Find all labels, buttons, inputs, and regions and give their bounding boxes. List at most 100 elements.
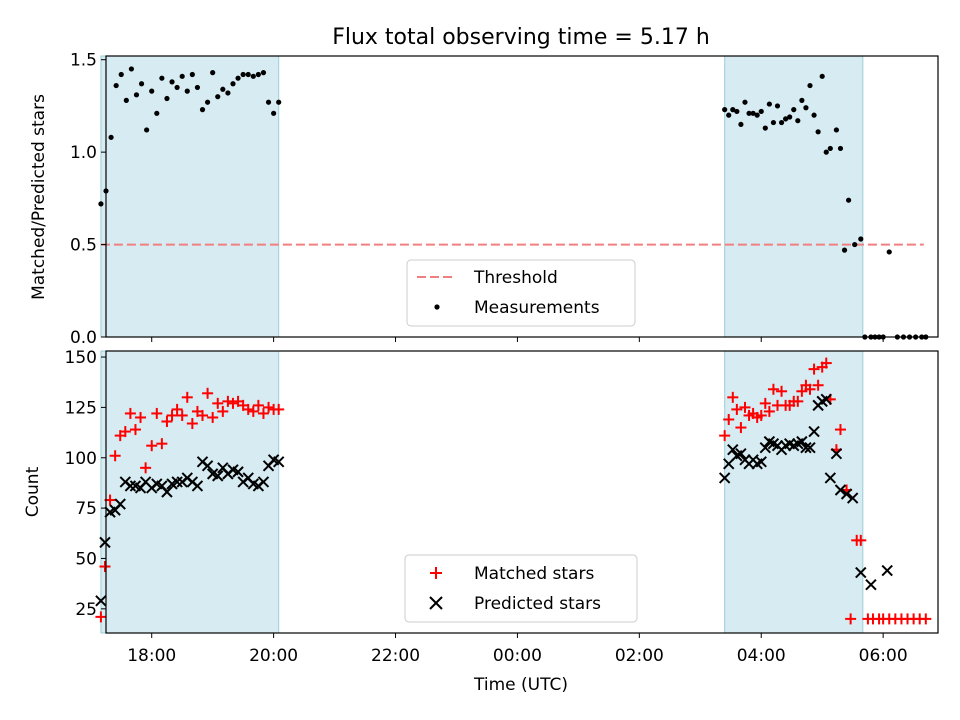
predicted-x-b	[95, 595, 107, 607]
measurement-point	[154, 110, 160, 116]
measurement-point	[754, 112, 760, 118]
measurement-point	[159, 75, 165, 81]
predicted-star-point	[881, 564, 893, 577]
predicted-x-b	[881, 564, 893, 577]
predicted-star-point	[855, 566, 867, 579]
predicted-star-point	[114, 498, 126, 510]
shaded-window-1	[100, 55, 280, 338]
count-legend: Matched stars Predicted stars	[404, 554, 638, 623]
matched-star-point	[207, 411, 219, 423]
ratio-x-axis-ticks	[151, 337, 884, 342]
predicted-x-b	[206, 468, 219, 480]
predicted-star-point	[95, 595, 107, 607]
predicted-star-point	[124, 480, 137, 492]
measurement-point	[98, 201, 104, 207]
measurement-point	[169, 79, 175, 85]
matched-star-point	[124, 407, 136, 419]
matched-legend-swatch	[430, 567, 442, 579]
measurement-point	[230, 81, 236, 87]
predicted-legend-label: Predicted stars	[474, 594, 601, 614]
predicted-star-point	[257, 476, 270, 488]
measurement-point	[204, 99, 211, 105]
matched-star-point	[186, 418, 198, 430]
measurement-point	[811, 112, 817, 118]
predicted-star-point	[161, 486, 173, 498]
shaded-window-1	[100, 350, 280, 634]
predicted-star-point	[846, 492, 859, 504]
matched-star-point	[161, 416, 173, 427]
predicted-x-b	[759, 441, 772, 454]
predicted-legend-swatch	[429, 596, 443, 610]
predicted-x-b	[834, 484, 847, 496]
matched-star-point	[151, 407, 163, 419]
matched-star-point	[739, 401, 751, 413]
predicted-x-b	[783, 437, 796, 450]
measurement-point	[265, 99, 272, 105]
predicted-x-b	[824, 472, 837, 484]
predicted-x-b	[735, 448, 747, 460]
measurement-point	[179, 73, 185, 79]
measurement-point	[123, 97, 129, 103]
predicted-x-b	[796, 435, 808, 448]
x-tick-label: 06:00	[859, 646, 908, 666]
matched-star-point	[796, 385, 808, 397]
matched-star-point	[727, 391, 739, 403]
measurement-point	[113, 82, 119, 89]
measurement-point	[144, 127, 150, 133]
predicted-x-b	[846, 492, 859, 504]
measurement-point	[210, 70, 216, 76]
measurement-point	[225, 90, 231, 96]
measurement-point	[118, 71, 124, 78]
measurement-point	[199, 107, 206, 113]
matched-star-point	[156, 438, 168, 450]
measurement-point	[250, 73, 256, 79]
predicted-x-b	[247, 478, 260, 490]
measurement-point	[774, 103, 781, 109]
measurement-point	[108, 134, 114, 140]
predicted-star-point	[201, 460, 214, 472]
ratio-panel: 0.0 0.5 1.0 1.5 Matched/Predicted stars	[29, 51, 939, 348]
measurement-point	[726, 112, 732, 118]
y-tick-label: 75	[75, 499, 97, 519]
matched-star-point	[135, 411, 147, 423]
predicted-x-b	[840, 488, 853, 500]
x-tick-label: 20:00	[249, 646, 298, 666]
measurement-point	[852, 241, 858, 248]
predicted-x-b	[727, 443, 739, 456]
x-tick-label: 18:00	[127, 646, 176, 666]
matched-star-point	[140, 462, 152, 474]
y-tick-label: 1.0	[70, 143, 97, 163]
measurement-point	[803, 105, 809, 111]
measurement-point	[778, 119, 785, 126]
y-tick-label: 1.5	[70, 51, 97, 71]
predicted-x-b	[767, 437, 780, 450]
predicted-x-b	[191, 480, 204, 492]
measurement-point	[240, 71, 246, 78]
measurement-point	[128, 66, 134, 72]
matched-star-point	[855, 534, 867, 546]
observing-window-shading	[100, 55, 864, 338]
matched-legend-label: Matched stars	[474, 564, 594, 584]
matched-star-point	[95, 611, 107, 623]
matched-star-point	[171, 403, 183, 415]
predicted-x-b	[151, 478, 163, 490]
measurement-point	[846, 197, 852, 203]
count-legend-box	[404, 554, 638, 623]
measurement-point	[738, 121, 744, 128]
measurement-point	[823, 149, 829, 155]
matched-star-point	[257, 407, 269, 419]
measurement-point	[827, 145, 833, 152]
y-tick-label: 50	[75, 549, 97, 569]
matched-star-point	[212, 397, 224, 409]
measurement-point	[164, 95, 170, 102]
predicted-x-b	[99, 536, 111, 549]
predicted-x-b	[820, 393, 832, 406]
measurement-point	[886, 249, 892, 255]
x-tick-label: 22:00	[371, 646, 420, 666]
predicted-x-b	[865, 578, 877, 591]
measurement-point	[133, 92, 140, 98]
y-tick-label: 0.0	[70, 328, 97, 348]
measurement-point	[189, 71, 195, 78]
predicted-star-point	[804, 441, 816, 454]
matched-star-point	[176, 409, 188, 421]
